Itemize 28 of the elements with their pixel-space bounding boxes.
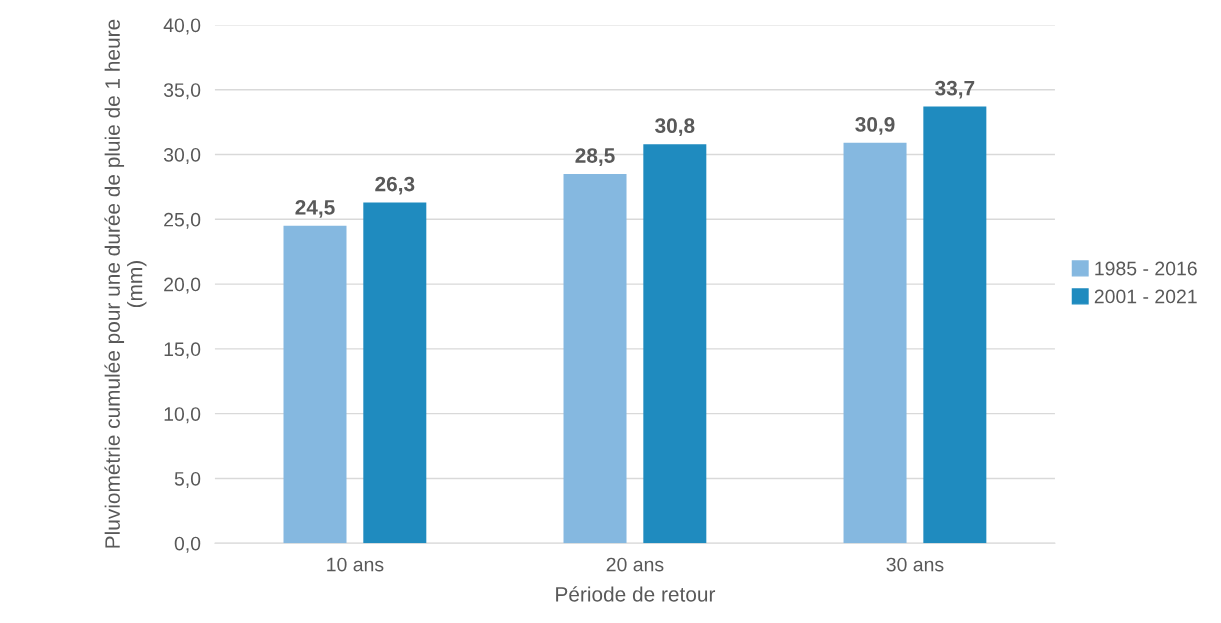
- data-label: 33,7: [935, 80, 975, 99]
- y-tick-label: 5,0: [174, 471, 201, 488]
- data-label: 28,5: [575, 148, 615, 166]
- data-label: 30,8: [655, 118, 695, 137]
- data-label: 24,5: [295, 199, 335, 218]
- x-tick-label: 20 ans: [606, 557, 664, 572]
- legend-label: 1985 - 2016: [1095, 261, 1197, 276]
- x-axis-title: Période de retour: [556, 586, 716, 602]
- bar: [643, 144, 707, 544]
- y-tick-label: 30,0: [163, 147, 201, 165]
- bar: [363, 202, 427, 544]
- y-tick-label: 20,0: [164, 277, 201, 294]
- x-tick-label: 30 ans: [886, 557, 944, 572]
- y-tick-label: 0,0: [174, 536, 201, 553]
- data-label: 30,9: [855, 117, 895, 135]
- data-label: 26,3: [375, 176, 415, 195]
- y-tick-label: 15,0: [164, 342, 201, 359]
- x-tick-label: 10 ans: [327, 557, 384, 572]
- y-tick-label: 25,0: [164, 212, 201, 229]
- bar: [923, 106, 987, 544]
- legend-label: 2001 - 2021: [1094, 289, 1197, 304]
- y-tick-label: 10,0: [164, 407, 201, 424]
- y-tick-label: 35,0: [163, 83, 201, 100]
- bar: [843, 142, 907, 544]
- y-tick-label: 40,0: [163, 18, 201, 35]
- bar: [563, 173, 627, 544]
- bar: [283, 225, 347, 544]
- y-axis-title: Pluviométrie cumulée pour une durée de pluie de 1 heure (mm): [104, 19, 147, 548]
